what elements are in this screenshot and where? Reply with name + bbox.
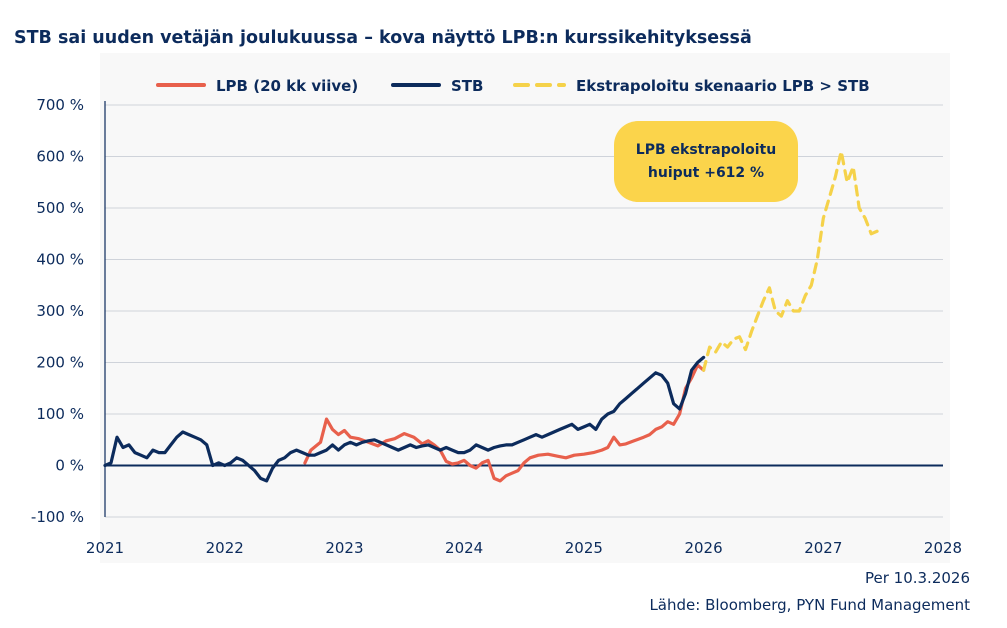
x-tick-label: 2027	[804, 539, 842, 557]
callout-box	[614, 121, 798, 202]
legend-label: Ekstrapoloitu skenaario LPB > STB	[576, 77, 870, 95]
y-tick-label: 700 %	[36, 96, 84, 114]
x-tick-label: 2026	[684, 539, 722, 557]
series-line-stb	[103, 355, 706, 483]
series-line-lpb	[303, 363, 706, 483]
plot-area	[100, 53, 950, 563]
y-tick-label: 500 %	[36, 199, 84, 217]
chart-title: STB sai uuden vetäjän joulukuussa – kova…	[14, 28, 752, 48]
legend-label: STB	[451, 77, 483, 95]
y-axis: -100 % 0 % 100 % 200 % 300 % 400 % 500 % 600 % 7…	[31, 96, 84, 526]
legend: LPB (20 kk viive) STB Ekstrapoloitu skenaa…	[156, 77, 870, 95]
legend-label: LPB (20 kk viive)	[216, 77, 358, 95]
y-tick-label: 400 %	[36, 251, 84, 269]
as-of-date: Per 10.3.2026	[864, 569, 970, 587]
y-tick-label: 600 %	[36, 148, 84, 166]
callout-text: LPB ekstrapoloitu	[636, 142, 776, 158]
grid-lines	[105, 104, 943, 518]
x-tick-label: 2024	[445, 539, 483, 557]
y-tick-label: 300 %	[36, 302, 84, 320]
x-tick-label: 2028	[924, 539, 962, 557]
x-tick-label: 2025	[565, 539, 603, 557]
x-axis: 2021 2022 2023 2024 2025 2026 2027 2028	[86, 539, 962, 557]
x-tick-label: 2021	[86, 539, 124, 557]
source-note: Lähde: Bloomberg, PYN Fund Management	[649, 596, 970, 614]
y-tick-label: 200 %	[36, 354, 84, 372]
series-group	[103, 149, 885, 483]
series-line-extrapolated	[701, 149, 885, 372]
callout: LPB ekstrapoloitu huiput +612 %	[614, 121, 798, 202]
y-tick-label: 100 %	[36, 405, 84, 423]
y-tick-label: -100 %	[31, 508, 84, 526]
x-tick-label: 2023	[325, 539, 363, 557]
callout-text: huiput +612 %	[648, 165, 764, 181]
y-tick-label: 0 %	[55, 457, 84, 475]
x-tick-label: 2022	[206, 539, 244, 557]
